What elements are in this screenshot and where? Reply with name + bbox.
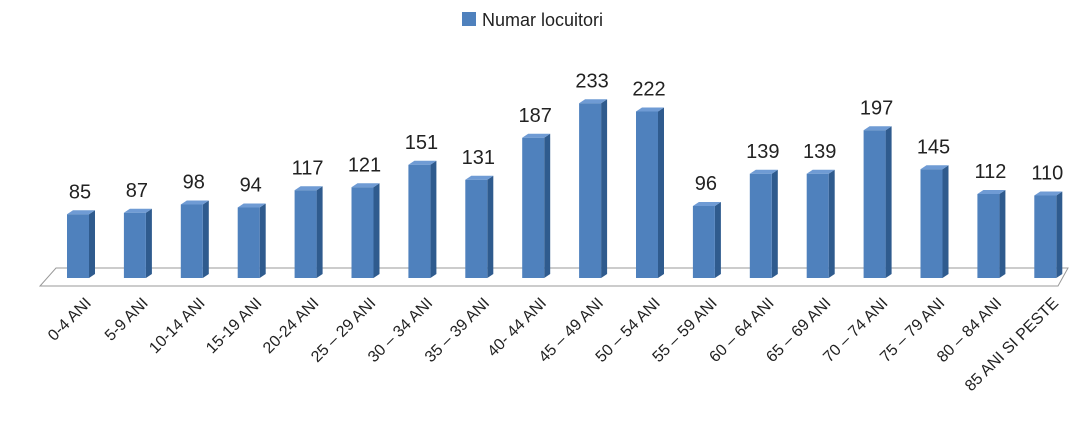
bar-top (1034, 191, 1063, 196)
bar-top (749, 169, 778, 174)
data-label: 187 (519, 105, 552, 127)
bar-side (202, 200, 209, 278)
x-tick-label: 10-14 ANI (146, 295, 208, 357)
data-label: 121 (348, 154, 381, 176)
bar-side (771, 169, 778, 278)
data-label: 112 (974, 161, 1006, 183)
bar (636, 111, 658, 278)
x-tick-label: 0-4 ANI (45, 295, 95, 345)
bar (1034, 195, 1057, 278)
bar (180, 204, 203, 278)
data-label: 145 (917, 136, 950, 158)
bar-side (487, 175, 494, 278)
bar-top (977, 190, 1006, 194)
bar (749, 173, 772, 278)
bar-top (408, 160, 437, 165)
bar-side (89, 210, 95, 278)
x-tick-label: 5-9 ANI (102, 295, 152, 345)
bar-top (294, 186, 323, 191)
bar-top (636, 107, 664, 112)
bar-top (920, 165, 949, 170)
bar-side (885, 126, 892, 278)
data-label: 110 (1031, 163, 1063, 185)
bar (351, 187, 374, 278)
data-label: 233 (575, 70, 608, 92)
bar-top (692, 202, 721, 206)
bar (692, 206, 715, 278)
bar-top (465, 175, 494, 180)
bar-top (863, 126, 892, 131)
bar-side (714, 202, 721, 278)
bar-top (180, 200, 209, 205)
data-label: 117 (292, 157, 324, 179)
data-label: 131 (462, 147, 495, 169)
bar (522, 137, 545, 278)
bar-top (579, 99, 608, 104)
bar (465, 179, 488, 278)
bar-top (123, 208, 152, 213)
data-label: 85 (69, 181, 91, 203)
bar-side (259, 203, 266, 278)
bar-side (373, 183, 380, 278)
bar-top (67, 210, 95, 215)
bar (920, 169, 943, 278)
bar-side (658, 107, 664, 278)
bar-top (522, 133, 551, 138)
data-label: 139 (746, 141, 779, 163)
bar (67, 214, 89, 278)
data-label: 222 (632, 79, 665, 101)
data-label: 197 (860, 97, 893, 119)
data-label: 96 (695, 173, 717, 195)
data-label: 94 (240, 175, 262, 197)
bar-side (544, 133, 551, 278)
data-label: 139 (803, 141, 836, 163)
legend-swatch (462, 12, 476, 26)
bar (863, 130, 886, 278)
bar-top (237, 203, 266, 208)
bar-side (1056, 191, 1063, 278)
bar-side (430, 160, 437, 278)
bar (977, 194, 1000, 278)
bar-side (942, 165, 949, 278)
bar (806, 173, 829, 278)
bar-side (316, 186, 323, 278)
bar (579, 103, 602, 278)
bar-side (601, 99, 608, 278)
bar (408, 164, 431, 278)
bar-side (145, 208, 152, 278)
x-tick-label: 15-19 ANI (203, 295, 265, 357)
legend-label: Numar locuitori (482, 10, 603, 30)
data-label: 151 (405, 132, 438, 154)
bar-top (351, 183, 380, 188)
bar-side (828, 169, 835, 278)
data-label: 98 (183, 172, 205, 194)
bar-side (999, 190, 1006, 278)
bar-top (806, 169, 835, 174)
bar (294, 190, 317, 278)
data-label: 87 (126, 180, 148, 202)
bar (237, 207, 260, 278)
bar (123, 212, 146, 278)
